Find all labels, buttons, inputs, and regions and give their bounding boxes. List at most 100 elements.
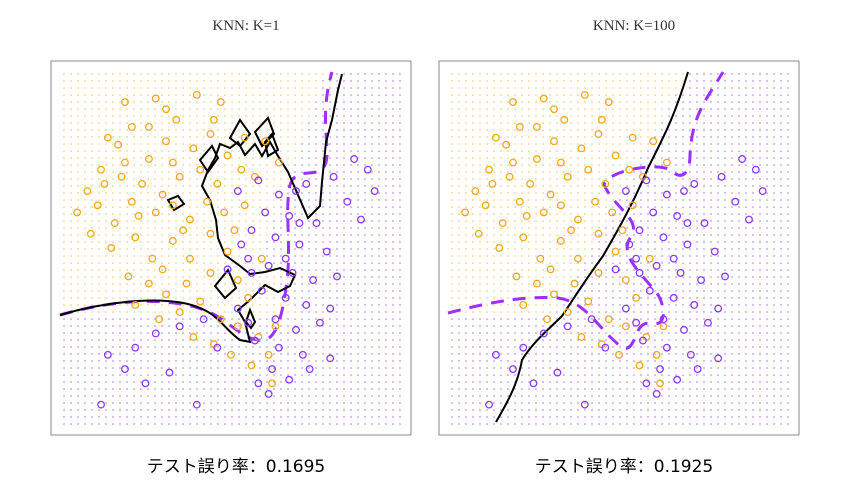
orange-point	[268, 379, 276, 388]
purple-point	[271, 233, 280, 242]
orange-point	[461, 208, 470, 217]
orange-point	[117, 172, 126, 181]
knn-k100-plot	[438, 60, 800, 436]
orange-point	[515, 123, 524, 131]
purple-point	[649, 208, 658, 217]
purple-point	[233, 187, 242, 195]
purple-point	[721, 272, 729, 281]
orange-point	[611, 247, 620, 256]
purple-point	[703, 318, 712, 327]
orange-point	[515, 197, 524, 206]
orange-point	[594, 268, 603, 277]
purple-point	[563, 322, 572, 331]
purple-point	[714, 304, 723, 313]
knn-boundary-line	[213, 268, 238, 300]
orange-point	[131, 233, 140, 242]
purple-point	[669, 254, 678, 263]
purple-point	[680, 187, 688, 195]
purple-point	[264, 390, 273, 398]
orange-point	[498, 219, 507, 228]
purple-point	[247, 226, 256, 235]
purple-point	[635, 268, 644, 277]
orange-point	[233, 276, 242, 284]
orange-point	[192, 90, 201, 99]
test-error-caption-k1: テスト誤り率：0.1695	[146, 457, 326, 477]
orange-point	[86, 229, 95, 238]
purple-point	[298, 350, 307, 359]
orange-point	[632, 293, 641, 302]
orange-point	[134, 212, 143, 220]
orange-point	[216, 315, 225, 324]
purple-point	[121, 365, 129, 373]
purple-point	[326, 304, 335, 313]
purple-point	[292, 325, 300, 334]
purple-point	[292, 187, 300, 195]
purple-point	[645, 286, 654, 295]
purple-point	[553, 368, 562, 377]
purple-point	[329, 172, 338, 181]
purple-point	[363, 165, 372, 174]
purple-point	[673, 212, 682, 220]
purple-point	[659, 233, 668, 242]
orange-point	[73, 208, 82, 217]
orange-point	[618, 226, 627, 235]
purple-point	[673, 375, 682, 384]
purple-point	[326, 354, 335, 363]
orange-point	[220, 208, 229, 217]
purple-point	[274, 343, 283, 352]
orange-point	[625, 165, 634, 174]
orange-point	[189, 333, 198, 341]
purple-point	[254, 176, 263, 185]
purple-point	[683, 219, 692, 228]
orange-point	[550, 290, 558, 299]
orange-point	[601, 179, 610, 188]
purple-point	[295, 219, 304, 228]
orange-point	[151, 94, 160, 103]
purple-point	[237, 240, 246, 249]
orange-point	[127, 123, 136, 131]
purple-point	[281, 293, 290, 302]
purple-point	[309, 276, 318, 284]
orange-point	[485, 165, 493, 174]
purple-point	[244, 254, 253, 263]
orange-point	[83, 187, 92, 195]
orange-point	[148, 254, 157, 263]
purple-point	[652, 390, 661, 398]
orange-point	[546, 190, 555, 199]
orange-point	[652, 350, 661, 359]
orange-point	[240, 201, 249, 210]
purple-point	[519, 343, 528, 352]
purple-point	[717, 172, 726, 181]
knn-k1-plot	[50, 60, 412, 436]
purple-point	[250, 336, 259, 345]
orange-point	[223, 151, 232, 160]
orange-point	[519, 233, 528, 242]
purple-point	[680, 325, 688, 334]
orange-point	[175, 308, 184, 317]
orange-point	[103, 133, 112, 142]
purple-point	[632, 254, 641, 263]
orange-point	[203, 197, 212, 206]
purple-point	[745, 215, 753, 224]
purple-point	[141, 379, 150, 388]
purple-point	[632, 318, 641, 327]
bayes-boundary-line	[447, 71, 725, 350]
purple-point	[97, 400, 105, 409]
purple-point	[659, 315, 668, 324]
chart-title-k1: KNN: K=1	[212, 18, 280, 34]
orange-point	[168, 158, 177, 167]
orange-point	[556, 158, 565, 167]
orange-point	[628, 133, 637, 142]
purple-point	[370, 187, 379, 195]
orange-point	[138, 179, 147, 188]
orange-point	[121, 158, 129, 167]
purple-point	[261, 208, 270, 217]
purple-point	[601, 343, 610, 352]
purple-point	[254, 379, 263, 388]
orange-point	[519, 301, 528, 309]
purple-point	[587, 315, 596, 324]
orange-point	[144, 123, 153, 131]
orange-point	[257, 254, 266, 263]
orange-point	[474, 229, 483, 238]
orange-point	[563, 172, 572, 181]
